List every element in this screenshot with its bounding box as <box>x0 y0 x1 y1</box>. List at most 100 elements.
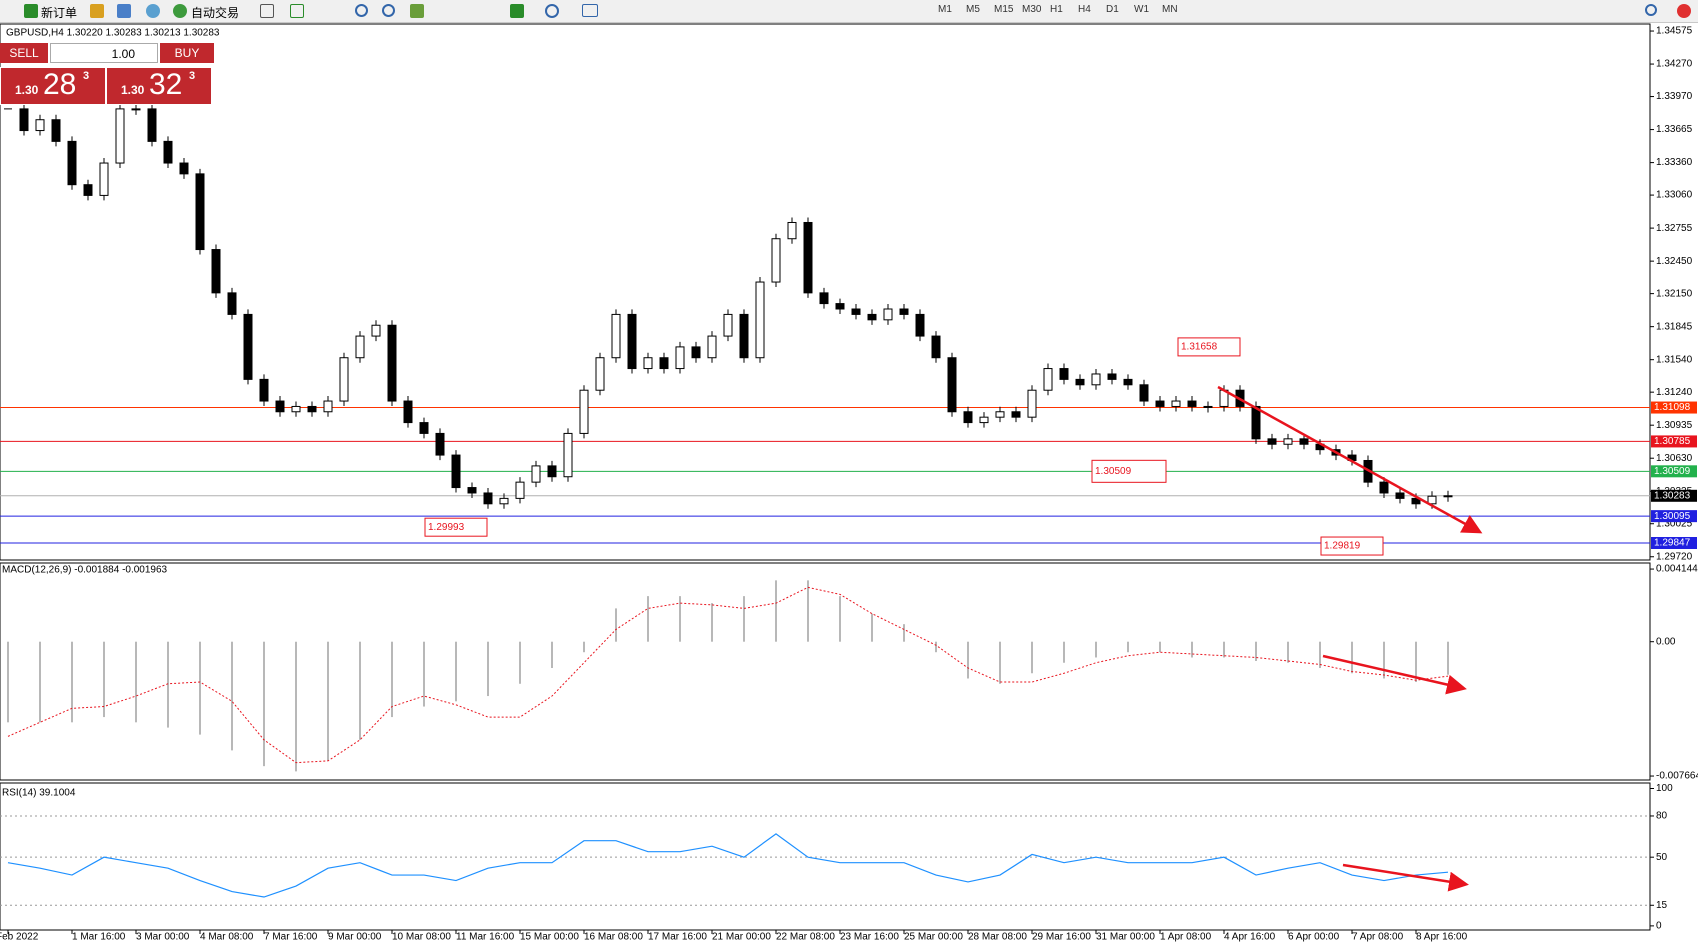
candle <box>979 416 989 424</box>
x-tick-label: 17 Mar 16:00 <box>648 932 707 943</box>
y-tick-label: 1.30935 <box>1656 420 1693 431</box>
toolbar: 新订单 自动交易 M1 M5 M15 M30 H1 H4 D1 W1 MN <box>0 0 1698 23</box>
signal-line <box>7 586 1449 764</box>
candle <box>147 108 157 142</box>
candle <box>963 411 973 424</box>
toolbar-icon[interactable] <box>260 4 274 18</box>
y-tick-label: 1.31240 <box>1656 387 1693 398</box>
candle <box>51 119 61 142</box>
trend-arrow <box>1322 654 1467 695</box>
price-annotation: 1.31658 <box>1181 342 1218 353</box>
zoom-out[interactable] <box>382 4 395 17</box>
candle <box>211 249 221 294</box>
candle <box>131 108 141 111</box>
toolbar-icon[interactable] <box>290 4 304 18</box>
x-tick-label: 8 Apr 16:00 <box>1416 932 1468 943</box>
y-tick-label: 1.34270 <box>1656 59 1693 70</box>
level-label-box <box>1651 435 1697 448</box>
candle <box>163 140 173 164</box>
price-prefix: 1.30 <box>15 83 39 97</box>
candle <box>1043 368 1053 391</box>
candle <box>723 313 733 337</box>
y-tick-label: 1.33970 <box>1656 91 1693 102</box>
candle <box>1091 373 1101 386</box>
trend-arrow <box>1217 385 1483 534</box>
y-tick-label: 100 <box>1656 783 1673 794</box>
auto-trading-button[interactable]: 自动交易 <box>191 6 240 20</box>
x-tick-label: 10 Mar 08:00 <box>392 932 451 943</box>
level-label-box <box>1651 510 1697 523</box>
candle <box>115 108 125 164</box>
buy-button[interactable]: BUY <box>160 43 214 63</box>
level-label: 1.29847 <box>1654 538 1691 549</box>
x-tick-label: 1 Mar 16:00 <box>72 932 126 943</box>
macd-panel <box>0 562 1651 781</box>
candle <box>419 422 429 434</box>
candle <box>1203 405 1213 408</box>
level-label: 1.31098 <box>1654 402 1691 413</box>
x-tick-label: 25 Mar 00:00 <box>904 932 963 943</box>
templates[interactable] <box>582 4 598 17</box>
candle <box>227 292 237 315</box>
candle <box>1427 495 1437 505</box>
candle <box>1411 497 1421 505</box>
buy-price[interactable]: 1.30 32 3 <box>106 67 212 105</box>
timeframe-button[interactable]: H4 <box>1078 4 1091 15</box>
x-tick-label: 7 Mar 16:00 <box>264 932 318 943</box>
new-order-icon <box>24 4 38 18</box>
candle <box>275 400 285 413</box>
timeframe-button[interactable]: M1 <box>938 4 952 15</box>
timeframe-button[interactable]: D1 <box>1106 4 1119 15</box>
y-tick-label: 1.31845 <box>1656 321 1693 332</box>
main-panel <box>0 23 1651 561</box>
level-label-box <box>1651 536 1697 549</box>
candle <box>35 119 45 132</box>
sell-price[interactable]: 1.30 28 3 <box>0 67 106 105</box>
price-annotation: 1.30509 <box>1095 466 1132 477</box>
timeframe-button[interactable]: M30 <box>1022 4 1042 15</box>
zoom-in[interactable] <box>355 4 368 17</box>
candle <box>643 357 653 370</box>
candle <box>291 405 301 413</box>
candle <box>563 432 573 478</box>
price-annotation: 1.29819 <box>1324 541 1361 552</box>
timeframe-button[interactable]: MN <box>1162 4 1178 15</box>
candle <box>1187 400 1197 407</box>
candle <box>787 221 797 240</box>
candle <box>1107 373 1117 380</box>
candle <box>883 308 893 321</box>
timeframe-button[interactable]: W1 <box>1134 4 1149 15</box>
level-label-box <box>1651 489 1697 502</box>
price-pips: 28 <box>43 68 77 101</box>
timeframe-button[interactable]: H1 <box>1050 4 1063 15</box>
x-tick-label: 11 Mar 16:00 <box>456 932 515 943</box>
candle <box>835 303 845 310</box>
timeframe-button[interactable]: M15 <box>994 4 1014 15</box>
x-tick-label: 28 Mar 08:00 <box>968 932 1027 943</box>
y-tick-label: 1.29720 <box>1656 551 1693 562</box>
x-tick-label: 7 Apr 08:00 <box>1352 932 1404 943</box>
toolbar-icon <box>90 4 104 18</box>
candle <box>803 221 813 294</box>
level-label: 1.30095 <box>1654 511 1691 522</box>
indicators[interactable] <box>510 4 524 18</box>
toolbar-icon <box>117 4 131 18</box>
price-annotation: 1.29993 <box>428 522 465 533</box>
periods[interactable] <box>545 4 559 18</box>
lot-input[interactable]: 1.00 <box>50 43 158 63</box>
x-tick-label: 21 Mar 00:00 <box>712 932 771 943</box>
new-order-button[interactable]: 新订单 <box>41 6 78 20</box>
candle <box>771 238 781 283</box>
search[interactable] <box>1645 4 1657 16</box>
timeframe-button[interactable]: M5 <box>966 4 980 15</box>
candle <box>1171 400 1181 407</box>
sell-button[interactable]: SELL <box>0 43 48 63</box>
x-tick-label: 16 Mar 08:00 <box>584 932 643 943</box>
candle <box>1123 378 1133 386</box>
y-tick-label: 80 <box>1656 811 1668 822</box>
candle <box>851 308 861 315</box>
toolbar-icon[interactable] <box>410 4 424 18</box>
y-tick-label: 1.33665 <box>1656 124 1693 135</box>
trend-arrow <box>1342 863 1469 892</box>
notifications[interactable] <box>1677 4 1691 18</box>
